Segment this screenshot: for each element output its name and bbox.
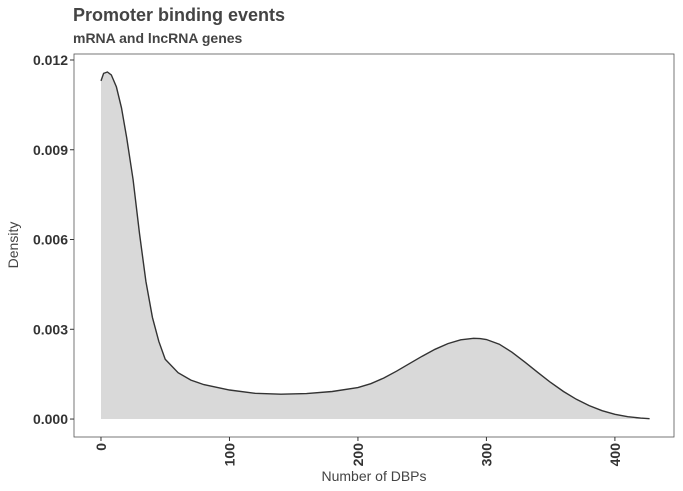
y-axis: 0.000 0.003 0.006 0.009 0.012 [33, 52, 74, 427]
x-axis-label: Number of DBPs [321, 468, 426, 484]
y-tick-label: 0.012 [33, 52, 68, 68]
x-tick-label: 200 [350, 443, 366, 467]
density-line [100, 71, 650, 420]
y-axis-label: Density [5, 222, 21, 269]
chart-title: Promoter binding events [73, 5, 285, 25]
density-area [101, 72, 650, 419]
y-tick-label: 0.000 [33, 411, 68, 427]
y-tick-label: 0.009 [33, 142, 68, 158]
y-tick-label: 0.006 [33, 232, 68, 248]
x-tick-label: 300 [478, 443, 494, 467]
y-tick-label: 0.003 [33, 321, 68, 337]
x-tick-label: 400 [607, 443, 623, 467]
x-tick-label: 100 [221, 443, 237, 467]
chart-subtitle: mRNA and lncRNA genes [73, 30, 243, 46]
x-tick-label: 0 [93, 443, 109, 451]
x-axis: 0 100 200 300 400 [93, 437, 623, 466]
